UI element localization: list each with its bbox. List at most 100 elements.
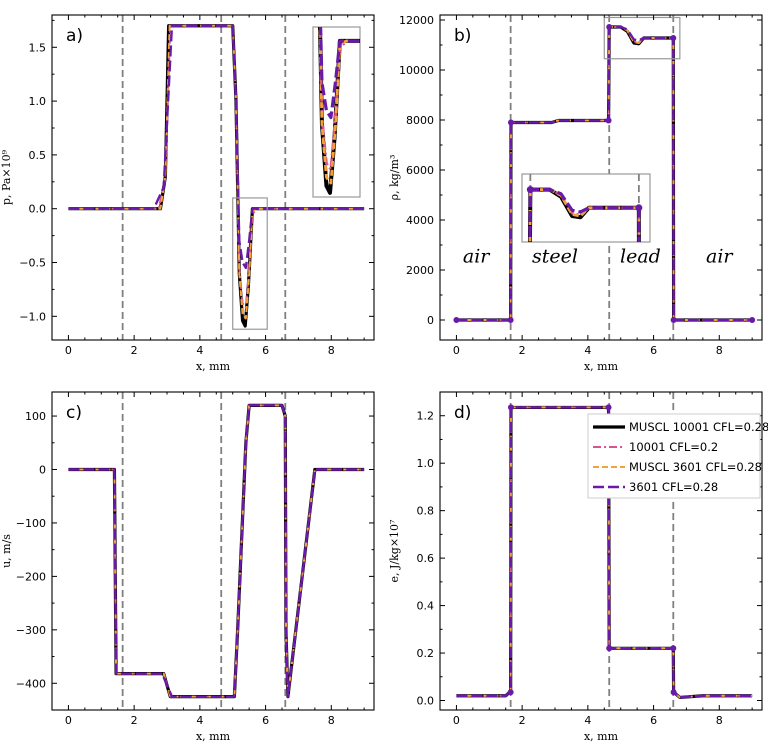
data-marker <box>507 119 514 126</box>
x-tick-label: 6 <box>262 344 269 357</box>
data-marker <box>670 689 677 696</box>
axes-frame <box>439 391 763 711</box>
series-group <box>68 24 365 328</box>
series-line <box>68 404 365 698</box>
x-tick-label: 6 <box>262 714 269 727</box>
inset-marker <box>360 669 367 676</box>
series-group <box>456 404 753 700</box>
x-tick-label: 0 <box>65 344 72 357</box>
series-line <box>68 403 365 699</box>
axes-frame <box>51 391 375 711</box>
y-axis-label: e, J/kg×10⁷ <box>388 519 401 583</box>
x-axis-label: x, mm <box>584 730 619 743</box>
y-tick-label: −300 <box>16 624 46 637</box>
y-tick-label: −0.5 <box>19 257 46 270</box>
x-tick-label: 2 <box>519 344 526 357</box>
y-tick-label: 1.2 <box>417 410 435 423</box>
axes-frame <box>51 14 375 341</box>
data-marker <box>605 404 612 411</box>
data-marker <box>605 117 612 124</box>
data-marker <box>670 35 677 41</box>
x-tick-label: 8 <box>716 344 723 357</box>
inset-marker <box>526 186 534 194</box>
y-tick-label: 1.0 <box>417 457 435 470</box>
x-tick-label: 2 <box>131 714 138 727</box>
y-axis-label: ρ, kg/m³ <box>388 155 401 201</box>
panel-c: 0 2 4 6 8 −400 −300 −200 −100 0 100 x, mm u, m/s c) <box>0 391 375 743</box>
panel-d: 0 2 4 6 8 0.0 0.2 0.4 0.6 0.8 1.0 1.2 x, mm e, J/kg×1… <box>388 391 768 743</box>
panel-label: a) <box>66 26 83 46</box>
y-tick-label: 1.5 <box>29 41 47 54</box>
x-tick-label: 0 <box>65 714 72 727</box>
inset-marker <box>268 669 275 676</box>
y-tick-label: 4000 <box>406 214 434 227</box>
inset-marker <box>360 344 367 351</box>
y-tick-label: 6000 <box>406 164 434 177</box>
inset-series-line <box>528 188 641 242</box>
y-tick-label: −100 <box>16 517 46 530</box>
data-marker <box>670 317 677 323</box>
panel-b: air steel lead air 0 2 4 6 8 0 2000 4000 6000 8000 100… <box>268 14 763 676</box>
y-tick-label: 0.0 <box>417 695 435 708</box>
y-tick-label: 10000 <box>399 64 434 77</box>
x-tick-label: 4 <box>196 344 203 357</box>
data-marker <box>507 317 514 323</box>
data-marker <box>606 645 613 652</box>
region-label: air <box>706 246 734 268</box>
legend: MUSCL 10001 CFL=0.28 10001 CFL=0.2 MUSCL 3… <box>587 413 768 499</box>
inset-plot <box>317 27 360 195</box>
y-tick-label: −1.0 <box>19 310 46 323</box>
y-tick-label: −400 <box>16 677 46 690</box>
legend-label: 3601 CFL=0.28 <box>629 480 718 494</box>
data-marker <box>507 404 514 411</box>
y-tick-label: 0 <box>39 463 46 476</box>
y-tick-label: 2000 <box>406 264 434 277</box>
y-tick-label: 0.6 <box>417 552 435 565</box>
x-axis-label: x, mm <box>196 730 231 743</box>
x-tick-label: 8 <box>716 714 723 727</box>
panel-label: b) <box>454 26 471 46</box>
inset-marker <box>635 204 643 212</box>
y-tick-label: 0.5 <box>29 149 47 162</box>
y-tick-label: −200 <box>16 570 46 583</box>
x-tick-label: 4 <box>584 344 591 357</box>
x-axis-label: x, mm <box>196 360 231 373</box>
x-tick-label: 8 <box>328 344 335 357</box>
zoom-box <box>232 197 268 330</box>
series-line <box>68 404 365 698</box>
series-line <box>68 404 365 698</box>
legend-label: MUSCL 3601 CFL=0.28 <box>629 460 762 474</box>
x-tick-label: 0 <box>453 344 460 357</box>
x-tick-label: 0 <box>453 714 460 727</box>
series-line <box>456 25 753 322</box>
y-tick-label: 0.4 <box>417 600 435 613</box>
y-tick-label: 8000 <box>406 114 434 127</box>
panel-label: d) <box>454 403 471 423</box>
series-group <box>68 403 365 699</box>
data-marker <box>670 645 677 652</box>
x-tick-label: 2 <box>519 714 526 727</box>
y-axis-label: u, m/s <box>0 534 13 568</box>
inset-plot <box>268 174 643 676</box>
x-tick-label: 8 <box>328 714 335 727</box>
axes-frame <box>439 14 763 341</box>
y-tick-label: 0.0 <box>29 203 47 216</box>
x-tick-label: 6 <box>650 344 657 357</box>
series-group <box>453 24 756 323</box>
legend-label: MUSCL 10001 CFL=0.28 <box>629 420 768 434</box>
region-label: steel <box>532 246 578 268</box>
inset-series-line <box>318 27 360 120</box>
panel-label: c) <box>66 403 82 423</box>
zoom-box <box>603 16 681 60</box>
series-line <box>68 24 365 270</box>
data-marker <box>749 317 756 323</box>
x-tick-label: 2 <box>131 344 138 357</box>
data-marker <box>507 689 514 696</box>
panel-a: 0 2 4 6 8 −1.0 −0.5 0.0 0.5 1.0 1.5 x, mm p, Pa×10⁹ a… <box>0 14 375 373</box>
y-tick-label: 12000 <box>399 14 434 27</box>
y-tick-label: 0 <box>427 314 434 327</box>
legend-label: 10001 CFL=0.2 <box>629 440 718 454</box>
y-axis-label: p, Pa×10⁹ <box>0 149 13 205</box>
x-tick-label: 4 <box>196 714 203 727</box>
